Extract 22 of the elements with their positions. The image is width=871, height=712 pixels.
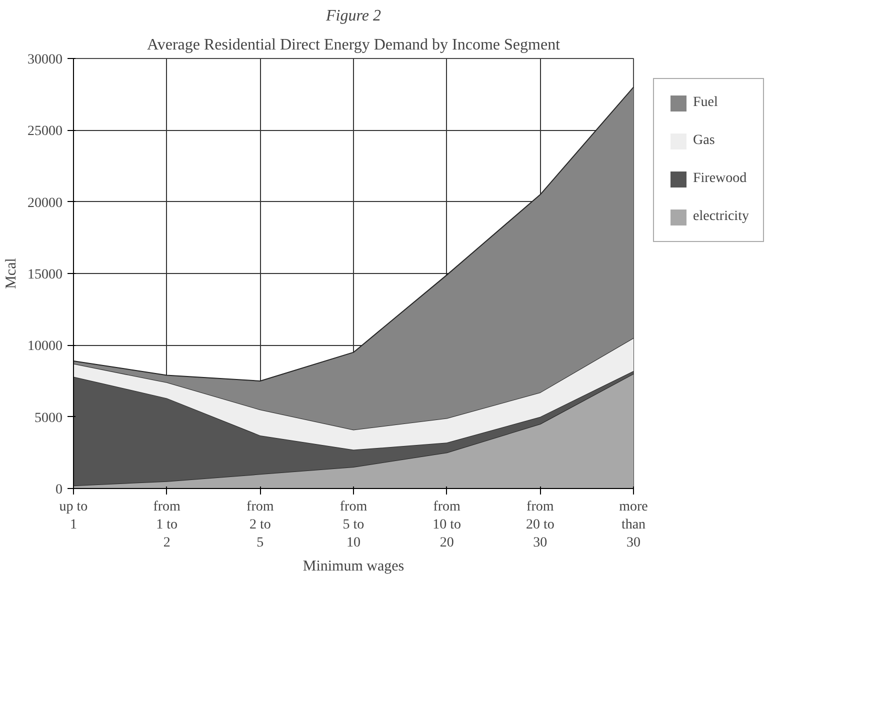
x-tick-label: from 20 to 30 <box>526 500 554 550</box>
caption: Figure 2 <box>325 8 381 24</box>
y-axis-title: Mcal <box>4 258 20 289</box>
chart-title: Average Residential Direct Energy Demand by Income Segment <box>146 36 561 54</box>
x-axis-title: Minimum wages <box>302 558 404 574</box>
x-tick-label: from 1 to 2 <box>153 500 181 550</box>
legend-label: Gas <box>693 133 715 149</box>
x-tick-label: from 5 to 10 <box>340 500 368 550</box>
y-tick-label: 20000 <box>28 196 62 211</box>
x-tick-label: up to 1 <box>59 500 88 532</box>
legend-label: Fuel <box>693 95 718 111</box>
x-tick-label: more than 30 <box>619 500 648 550</box>
y-tick-label: 25000 <box>28 124 62 140</box>
y-tick-label: 30000 <box>28 52 62 68</box>
y-tick-label: 5000 <box>34 410 62 426</box>
x-tick-label: from 2 to 5 <box>246 500 274 550</box>
x-tick-label: from 10 to 20 <box>432 500 462 550</box>
legend-label: Firewood <box>693 171 747 187</box>
y-tick-label: 15000 <box>28 268 62 282</box>
legend-label: electricity <box>693 209 749 225</box>
y-tick-label: 10000 <box>28 339 62 354</box>
y-tick-label: 0 <box>56 482 62 498</box>
